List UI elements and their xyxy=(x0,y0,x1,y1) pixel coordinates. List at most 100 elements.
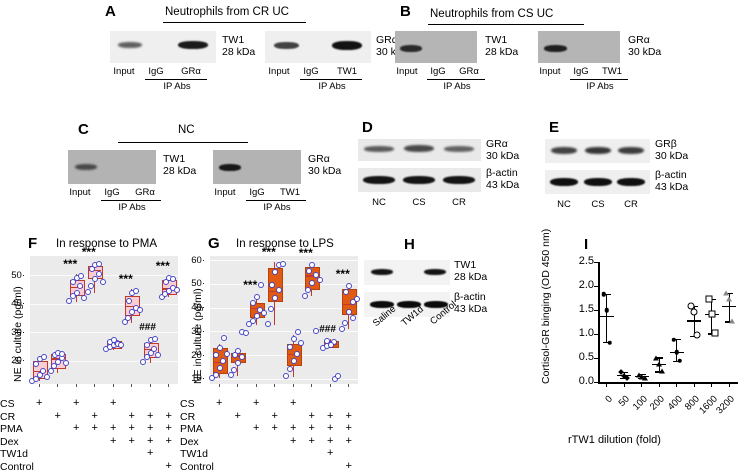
data-point xyxy=(342,289,349,296)
blot-target-label: β-actin 43 kDa xyxy=(454,291,488,316)
data-point xyxy=(338,325,345,332)
condition-plus: + xyxy=(345,434,352,447)
panel-i-letter: I xyxy=(584,236,589,253)
lane-label: IgG xyxy=(249,187,265,198)
band xyxy=(332,41,362,50)
y-tick xyxy=(594,333,599,335)
ip-abs-label: IP Abs xyxy=(263,202,291,213)
panel-a-title-rule xyxy=(163,22,306,23)
data-point xyxy=(32,375,39,382)
band xyxy=(75,164,97,170)
significance-marker: *** xyxy=(118,271,133,286)
data-point xyxy=(227,372,234,379)
y-tick-label: 50· xyxy=(191,278,205,290)
data-point xyxy=(144,341,151,348)
data-point xyxy=(283,373,290,380)
lane-label: GRα xyxy=(459,66,479,77)
data-point xyxy=(290,336,297,343)
data-point xyxy=(62,360,69,367)
condition-plus: + xyxy=(308,434,315,447)
lane-label: Input xyxy=(214,187,236,198)
data-point xyxy=(607,340,613,345)
y-tick xyxy=(594,357,599,359)
significance-marker: ### xyxy=(319,323,336,335)
data-point xyxy=(220,335,227,342)
data-point xyxy=(59,351,66,358)
condition-plus: + xyxy=(327,422,334,434)
ip-rule xyxy=(300,79,362,80)
band xyxy=(550,178,578,186)
condition-row-label: PMA xyxy=(180,423,203,435)
gridline xyxy=(30,360,178,362)
panel-d: D GRα 30 kDa β-actin 43 kDa NC CS CR xyxy=(358,112,548,230)
band xyxy=(364,146,394,152)
x-tick xyxy=(711,382,713,387)
ip-abs-label: IP Abs xyxy=(586,81,614,92)
condition-plus: + xyxy=(345,459,352,472)
significance-marker: *** xyxy=(335,267,350,282)
data-point xyxy=(264,321,271,328)
data-point xyxy=(261,310,268,317)
median-line xyxy=(342,303,356,306)
y-tick-label: 30· xyxy=(191,325,205,337)
data-point xyxy=(33,361,40,368)
median-line xyxy=(32,370,46,372)
data-point xyxy=(327,341,334,348)
data-point xyxy=(173,287,180,294)
mean-line xyxy=(687,320,702,322)
panel-i-ylabel: Cortisol-GR binging (OD 450 nm) xyxy=(540,228,552,384)
data-point xyxy=(110,337,117,344)
band xyxy=(551,147,577,154)
condition-plus: + xyxy=(271,409,278,422)
mean-line xyxy=(599,315,614,317)
error-cap xyxy=(655,371,664,373)
data-point xyxy=(294,329,301,336)
data-point xyxy=(350,315,357,322)
condition-plus: + xyxy=(345,422,352,434)
data-point xyxy=(253,312,260,319)
blot-target-label: TW1 28 kDa xyxy=(454,259,488,284)
x-tick xyxy=(311,384,313,387)
significance-marker: *** xyxy=(81,244,96,259)
condition-row-label: CR xyxy=(0,410,16,423)
condition-plus: + xyxy=(110,397,117,409)
condition-plus: + xyxy=(165,434,172,447)
lane-label: Input xyxy=(539,66,561,77)
error-cap xyxy=(620,371,629,373)
data-point xyxy=(309,279,316,286)
band xyxy=(371,269,393,275)
median-line xyxy=(125,305,139,308)
band xyxy=(118,42,142,48)
data-point xyxy=(711,329,719,337)
band xyxy=(584,178,612,186)
gridline xyxy=(210,307,358,309)
blot-target-label: GRβ 30 kDa xyxy=(655,138,689,163)
condition-plus: + xyxy=(165,459,172,472)
y-tick-label: 40· xyxy=(11,298,25,310)
data-point xyxy=(231,367,238,374)
blot-target-label: TW1 28 kDa xyxy=(485,34,519,59)
condition-plus: + xyxy=(128,434,135,447)
data-point xyxy=(671,337,676,342)
blot-target-label: GRα 30 kDa xyxy=(628,34,662,59)
error-cap xyxy=(725,292,734,294)
panel-e-letter: E xyxy=(549,119,560,136)
data-point xyxy=(268,305,275,312)
panel-c-letter: C xyxy=(78,121,89,138)
data-point xyxy=(342,319,349,326)
y-tick-label: 30· xyxy=(11,326,25,338)
panel-c-title: NC xyxy=(178,124,195,136)
ip-rule xyxy=(570,79,628,80)
ip-abs-label: IP Abs xyxy=(443,81,471,92)
data-point xyxy=(275,286,282,293)
median-line xyxy=(143,348,157,351)
data-point xyxy=(81,294,88,301)
data-point xyxy=(36,372,43,379)
data-point xyxy=(77,273,84,280)
y-tick-label: 2.5 xyxy=(578,255,594,267)
condition-plus: + xyxy=(110,434,117,447)
condition-plus: + xyxy=(165,422,172,434)
significance-marker: ### xyxy=(139,322,156,334)
data-point xyxy=(653,355,660,361)
panel-f-letter: F xyxy=(28,235,38,252)
